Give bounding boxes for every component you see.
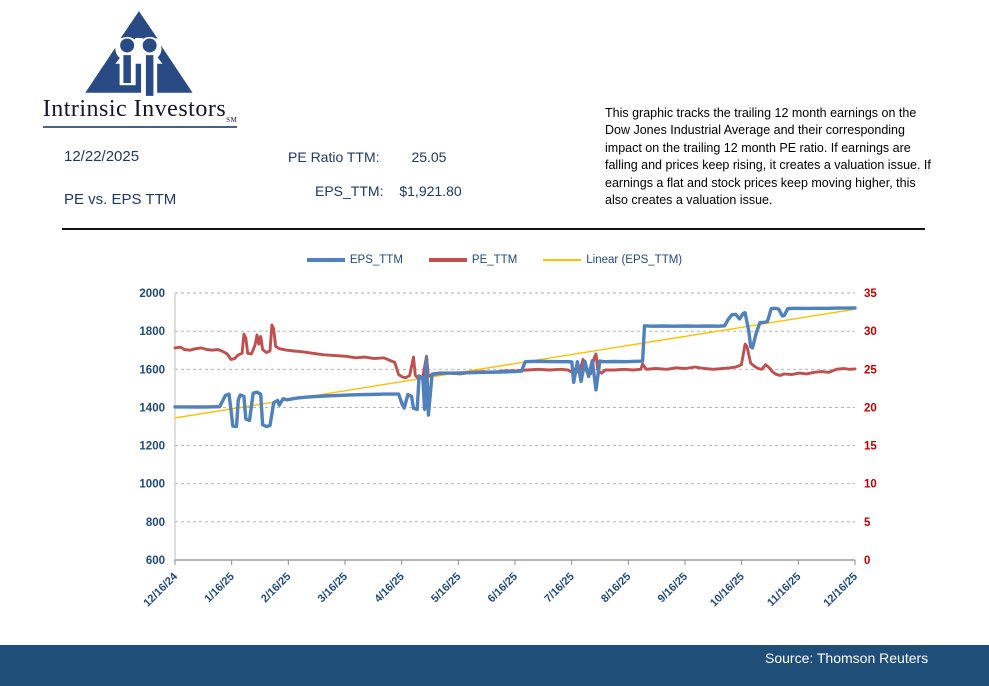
report-date: 12/22/2025 bbox=[64, 148, 140, 165]
right-axis-tick: 20 bbox=[864, 402, 877, 414]
pe-ratio-label: PE Ratio TTM: bbox=[288, 149, 380, 165]
trademark-mark: SM bbox=[226, 115, 238, 124]
pe-ratio-metric: PE Ratio TTM: 25.05 bbox=[288, 149, 446, 165]
eps-label: EPS_TTM: bbox=[315, 183, 384, 199]
legend-item-EPS-TTM: EPS_TTM bbox=[306, 254, 403, 266]
x-axis-tick: 11/16/25 bbox=[765, 571, 803, 609]
left-axis-tick: 1800 bbox=[139, 326, 165, 338]
x-axis-tick: 10/16/25 bbox=[708, 571, 747, 610]
right-axis-tick: 35 bbox=[864, 288, 877, 300]
eps-metric: EPS_TTM: $1,921.80 bbox=[315, 183, 462, 199]
company-logo: Intrinsic InvestorsSM bbox=[40, 10, 240, 128]
series-line-EPS-TTM bbox=[173, 306, 857, 429]
legend-swatch-icon bbox=[543, 259, 582, 261]
x-axis-tick: 1/16/25 bbox=[202, 571, 236, 605]
x-axis-tick: 6/16/25 bbox=[486, 571, 520, 605]
legend-label: PE_TTM bbox=[471, 254, 518, 266]
header-divider-line bbox=[62, 228, 925, 230]
legend-swatch-icon bbox=[306, 258, 345, 262]
x-axis-tick: 7/16/25 bbox=[542, 571, 576, 605]
chart-canvas: 2000 35 1800 30 1600 25 1400 20 1200 15 1000 10 800 5… bbox=[139, 288, 877, 610]
x-axis-tick: 9/16/25 bbox=[656, 571, 690, 605]
eps-value: $1,921.80 bbox=[399, 183, 462, 199]
x-axis-tick: 4/16/25 bbox=[372, 571, 406, 605]
right-axis-tick: 30 bbox=[864, 326, 877, 338]
x-axis-tick: 3/16/25 bbox=[316, 571, 350, 605]
x-axis-tick: 8/16/25 bbox=[599, 571, 633, 605]
left-axis-tick: 600 bbox=[146, 555, 165, 567]
legend-item-PE-TTM: PE_TTM bbox=[428, 254, 518, 266]
legend-item-Linear-EPS-TTM-: Linear (EPS_TTM) bbox=[543, 254, 682, 266]
report-title: PE vs. EPS TTM bbox=[64, 191, 177, 208]
pe-ratio-value: 25.05 bbox=[411, 149, 447, 165]
right-axis-tick: 5 bbox=[864, 517, 871, 529]
company-name: Intrinsic InvestorsSM bbox=[42, 96, 238, 128]
legend-label: EPS_TTM bbox=[349, 254, 403, 266]
x-axis-tick: 12/16/25 bbox=[821, 571, 860, 610]
x-axis-tick: 12/16/24 bbox=[141, 570, 180, 609]
right-axis-tick: 25 bbox=[864, 364, 877, 376]
right-axis-tick: 0 bbox=[864, 555, 870, 567]
right-axis-tick: 15 bbox=[864, 441, 877, 453]
left-axis-tick: 1600 bbox=[139, 364, 165, 376]
x-axis-tick: 2/16/25 bbox=[259, 571, 293, 605]
left-axis-tick: 1200 bbox=[139, 441, 165, 453]
description-paragraph: This graphic tracks the trailing 12 mont… bbox=[605, 106, 931, 208]
left-axis-tick: 1400 bbox=[139, 402, 165, 414]
source-attribution: Source: Thomson Reuters bbox=[765, 650, 929, 666]
mountain-ii-logo-icon bbox=[85, 11, 193, 96]
left-axis-tick: 2000 bbox=[139, 288, 165, 300]
legend-swatch-icon bbox=[428, 258, 467, 262]
right-axis-tick: 10 bbox=[864, 479, 877, 491]
legend-label: Linear (EPS_TTM) bbox=[586, 254, 683, 266]
chart-legend: EPS_TTM PE_TTM Linear (EPS_TTM) bbox=[0, 250, 989, 270]
left-axis-tick: 1000 bbox=[139, 479, 165, 491]
footer-bar: Source: Thomson Reuters bbox=[0, 645, 989, 686]
x-axis-tick: 5/16/25 bbox=[429, 571, 463, 605]
left-axis-tick: 800 bbox=[146, 517, 165, 529]
